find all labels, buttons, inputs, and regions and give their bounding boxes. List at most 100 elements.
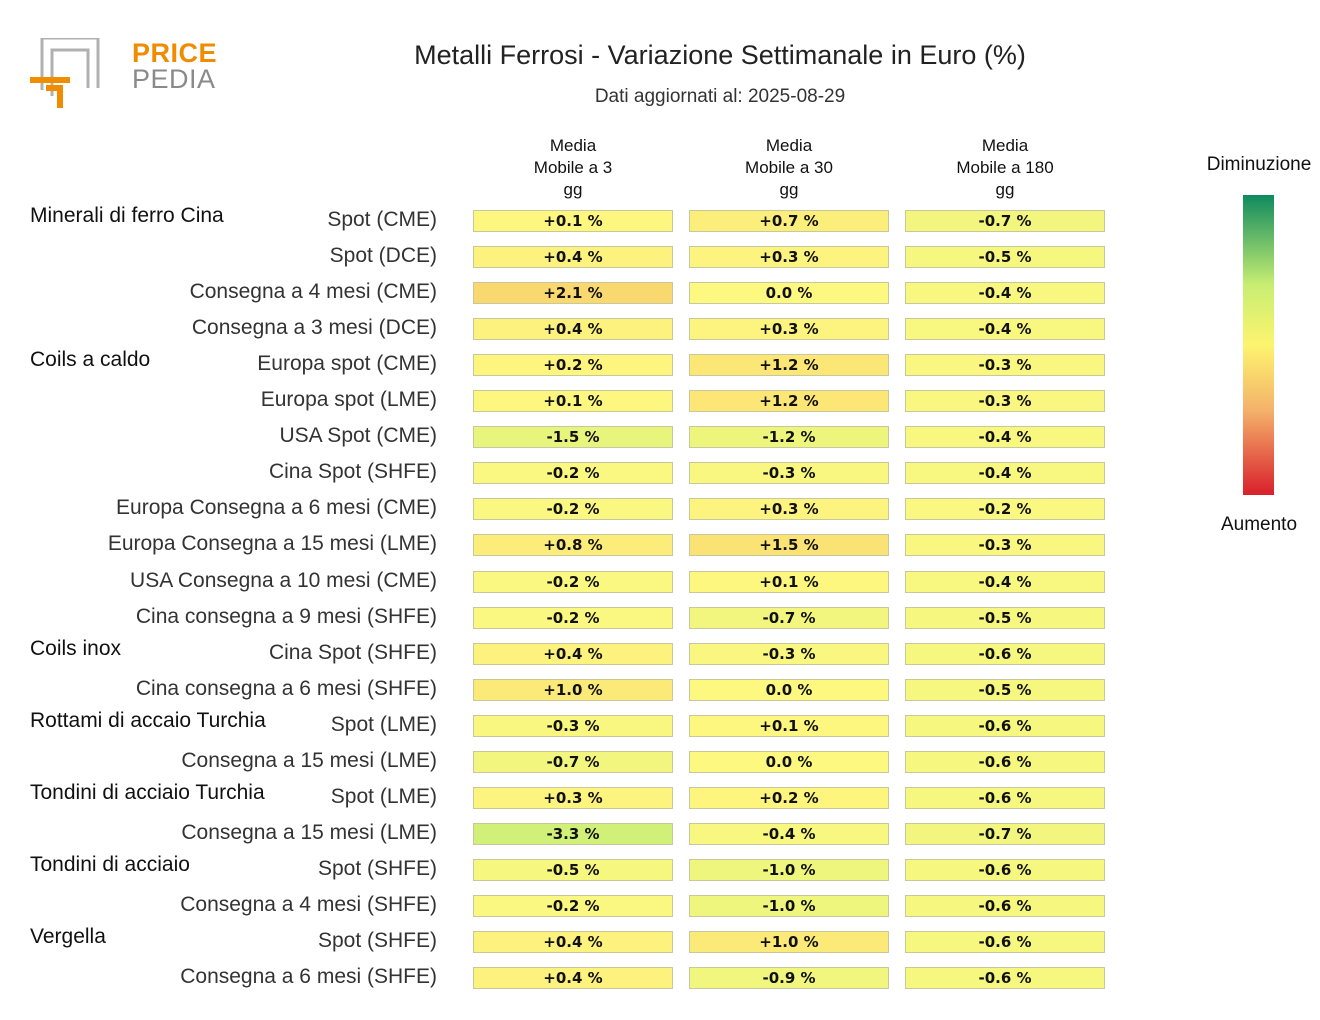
heatmap-cell: +0.2 % <box>689 786 889 809</box>
legend-bottom-label: Aumento <box>1220 514 1298 535</box>
heatmap-cell: -0.4 % <box>905 282 1105 305</box>
heatmap-cell: -3.3 % <box>473 822 673 845</box>
heatmap-cell: +0.4 % <box>473 967 673 990</box>
heatmap-cell: +0.1 % <box>473 210 673 232</box>
heatmap-cell: -0.7 % <box>905 822 1105 845</box>
row-label: Spot (SHFE) <box>317 856 437 880</box>
row-label: Europa Consegna a 15 mesi (LME) <box>107 532 437 556</box>
row-label: Consegna a 3 mesi (DCE) <box>191 316 437 340</box>
row-label: Consegna a 4 mesi (CME) <box>189 280 437 304</box>
heatmap-cell: -0.6 % <box>905 931 1105 953</box>
heatmap-cell: +0.3 % <box>689 498 889 521</box>
row-label: Cina Spot (SHFE) <box>268 460 437 484</box>
heatmap-cell: +0.3 % <box>689 318 889 341</box>
heatmap-cell: +1.2 % <box>689 354 889 377</box>
heatmap-cell: -0.4 % <box>905 318 1105 341</box>
row-label: Cina consegna a 6 mesi (SHFE) <box>135 676 437 700</box>
heatmap-cell: -0.9 % <box>689 967 889 990</box>
heatmap-cell: -0.4 % <box>905 426 1105 449</box>
row-label: Spot (LME) <box>330 712 437 736</box>
column-header-line: gg <box>779 180 799 199</box>
heatmap-cell: -1.0 % <box>689 894 889 917</box>
row-label: Europa spot (LME) <box>260 388 437 412</box>
heatmap-cell: +0.4 % <box>473 246 673 269</box>
heatmap-cell: -0.4 % <box>689 822 889 845</box>
heatmap-cell: -0.5 % <box>905 246 1105 269</box>
heatmap-cell: -1.0 % <box>689 858 889 881</box>
heatmap-cell: -1.2 % <box>689 426 889 449</box>
heatmap-cell: +1.0 % <box>473 678 673 701</box>
logo-mark-icon <box>30 36 100 108</box>
heatmap-cell: -0.2 % <box>473 462 673 485</box>
heatmap-cell: -0.5 % <box>905 606 1105 629</box>
row-label: Cina Spot (SHFE) <box>268 640 437 664</box>
heatmap-cell: 0.0 % <box>689 678 889 701</box>
row-label: Europa spot (CME) <box>257 352 437 376</box>
heatmap-cell: -0.6 % <box>905 858 1105 881</box>
heatmap-cell: +0.4 % <box>473 931 673 953</box>
heatmap-cell: -0.7 % <box>689 606 889 629</box>
heatmap-cell: -0.6 % <box>905 786 1105 809</box>
row-label: Spot (DCE) <box>329 244 437 268</box>
heatmap-cell: +0.8 % <box>473 534 673 557</box>
heatmap-cell: -0.5 % <box>905 678 1105 701</box>
heatmap-cell: -0.3 % <box>905 354 1105 377</box>
heatmap-cell: +0.7 % <box>689 210 889 232</box>
heatmap-cell: -0.7 % <box>905 210 1105 232</box>
heatmap-cell: +0.2 % <box>473 354 673 377</box>
column-header-line: Mobile a 3 <box>533 158 613 177</box>
column-header-line: gg <box>995 180 1015 199</box>
heatmap-cell: -0.3 % <box>473 714 673 737</box>
heatmap-cell: +0.1 % <box>473 390 673 413</box>
heatmap-cell: +0.3 % <box>473 786 673 809</box>
heatmap-cell: +0.1 % <box>689 570 889 593</box>
row-label: Consegna a 4 mesi (SHFE) <box>180 892 437 916</box>
heatmap-cell: -0.6 % <box>905 642 1105 665</box>
heatmap-cell: +0.1 % <box>689 714 889 737</box>
heatmap-cell: -0.3 % <box>689 462 889 485</box>
row-label: Spot (CME) <box>327 208 437 231</box>
column-header-line: gg <box>563 180 583 199</box>
heatmap-cell: -0.6 % <box>905 967 1105 990</box>
row-label: Europa Consegna a 6 mesi (CME) <box>116 496 437 520</box>
logo-text-pedia: PEDIA <box>132 64 216 94</box>
row-label: USA Consegna a 10 mesi (CME) <box>130 568 437 592</box>
heatmap-cell: -0.7 % <box>473 750 673 773</box>
group-label: Vergella <box>30 925 106 948</box>
legend-colorbar <box>1243 195 1274 495</box>
row-label: Consegna a 6 mesi (SHFE) <box>180 965 437 989</box>
heatmap-cell: 0.0 % <box>689 750 889 773</box>
heatmap-cell: -1.5 % <box>473 426 673 449</box>
column-header-line: Media <box>765 136 813 155</box>
chart-subtitle: Dati aggiornati al: 2025-08-29 <box>594 86 846 107</box>
heatmap-cell: -0.2 % <box>473 606 673 629</box>
heatmap-cell: -0.3 % <box>905 534 1105 557</box>
row-label: Consegna a 15 mesi (LME) <box>181 748 437 772</box>
heatmap-cell: -0.2 % <box>473 498 673 521</box>
column-header: Media Mobile a 30 gg <box>689 135 889 201</box>
column-header: Media Mobile a 3 gg <box>473 135 673 201</box>
group-label: Tondini di acciaio <box>30 852 190 876</box>
heatmap-cell: +1.2 % <box>689 390 889 413</box>
heatmap-cell: -0.4 % <box>905 462 1105 485</box>
row-label: Spot (SHFE) <box>317 929 437 952</box>
chart-title: Metalli Ferrosi - Variazione Settimanale… <box>414 40 1026 70</box>
heatmap-cell: -0.2 % <box>473 894 673 917</box>
column-header-line: Media <box>549 136 597 155</box>
group-label: Rottami di accaio Turchia <box>30 708 266 732</box>
row-label: Spot (LME) <box>330 784 437 808</box>
heatmap-cell: -0.3 % <box>905 390 1105 413</box>
group-label: Minerali di ferro Cina <box>30 204 224 227</box>
heatmap-cell: -0.4 % <box>905 570 1105 593</box>
heatmap-cell: 0.0 % <box>689 282 889 305</box>
heatmap-cell: -0.3 % <box>689 642 889 665</box>
column-header-line: Mobile a 180 <box>956 158 1054 177</box>
heatmap-cell: +0.4 % <box>473 318 673 341</box>
row-label: USA Spot (CME) <box>279 424 437 448</box>
pricepedia-logo: PRICE PEDIA <box>30 36 217 110</box>
row-label: Consegna a 15 mesi (LME) <box>181 820 437 844</box>
column-header-line: Media <box>981 136 1029 155</box>
column-header-line: Mobile a 30 <box>745 158 833 177</box>
heatmap-cell: +1.5 % <box>689 534 889 557</box>
heatmap-cell: +1.0 % <box>689 931 889 953</box>
